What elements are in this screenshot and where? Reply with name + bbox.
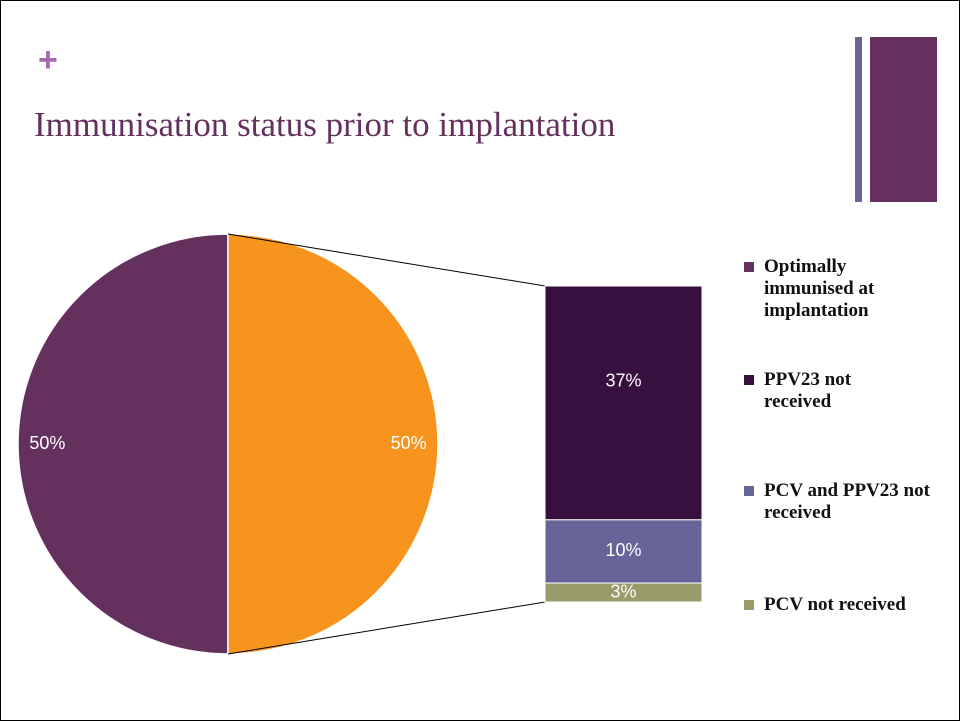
legend-label: PCV and PPV23 not received [764, 480, 930, 523]
legend-label: Optimally immunised at implantation [764, 256, 875, 321]
slice-label: 50% [29, 433, 65, 453]
decor-bar [870, 37, 937, 202]
bar-segment [544, 582, 703, 603]
connector [227, 233, 546, 287]
slide-mark: + [38, 41, 58, 79]
legend-swatch [744, 486, 754, 496]
bar-segment [544, 285, 703, 521]
slice-label: 50% [391, 433, 427, 453]
segment-label: 37% [605, 371, 641, 391]
connector [227, 601, 546, 655]
legend-item: Optimally immunised at implantation [744, 256, 954, 322]
legend-item: PPV23 not received [744, 369, 954, 413]
legend-swatch [744, 600, 754, 610]
segment-label: 3% [610, 581, 636, 601]
legend-item: PCV not received [744, 594, 954, 616]
legend-swatch [744, 375, 754, 385]
chart-title: Immunisation status prior to implantatio… [34, 105, 615, 144]
pie-slice [227, 233, 439, 655]
segment-label: 10% [605, 540, 641, 560]
legend-label: PPV23 not received [764, 369, 852, 412]
legend-label: PCV not received [764, 594, 906, 615]
legend-swatch [744, 262, 754, 272]
pie-slice [17, 233, 229, 655]
legend-item: PCV and PPV23 not received [744, 480, 954, 524]
decor-bar [855, 37, 862, 202]
